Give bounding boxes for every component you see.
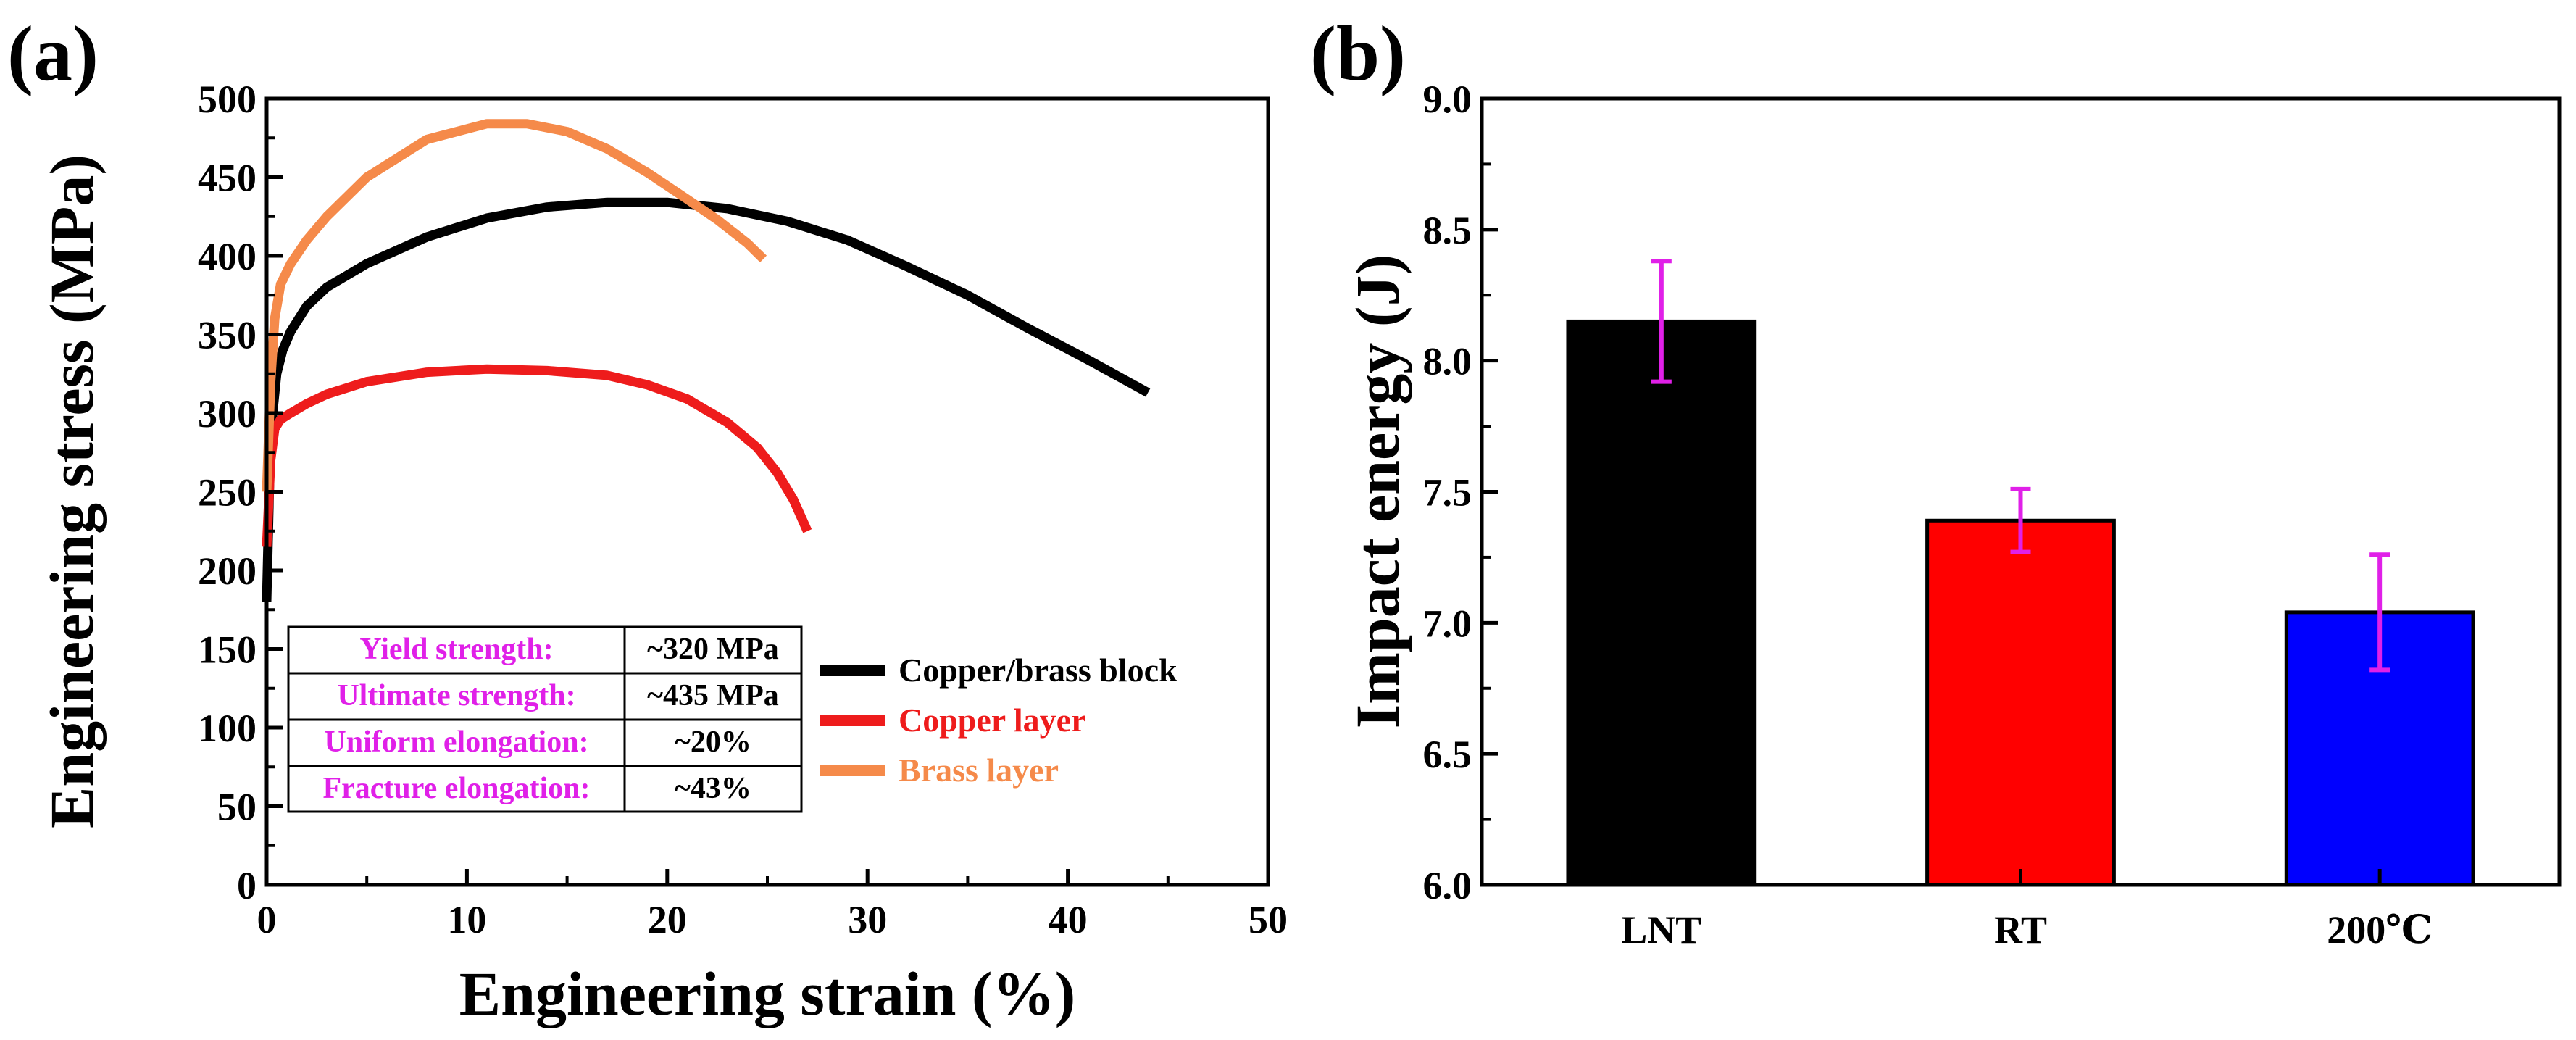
y-tick-label: 300 xyxy=(198,392,257,436)
panel-b-label: (b) xyxy=(1310,11,1406,97)
panel-a-x-axis-label: Engineering strain (%) xyxy=(459,959,1075,1028)
y-tick-label: 9.0 xyxy=(1423,78,1472,121)
curve-copper-brass-block xyxy=(262,197,1151,602)
panel-a-legend: Copper/brass block Copper layer Brass la… xyxy=(820,652,1177,789)
x-tick-label: 30 xyxy=(848,898,887,941)
panel-b-y-ticks: 6.0 6.5 7.0 7.5 8.0 8.5 9.0 xyxy=(1423,78,1498,907)
legend-label-block: Copper/brass block xyxy=(899,652,1177,689)
panel-a-x-ticks: 0 10 20 30 40 50 xyxy=(257,869,1288,941)
panel-b-bars xyxy=(1566,319,2475,887)
panel-a: (a) 0 10 20 30 40 50 0 50 100 150 200 250 300 350 400… xyxy=(7,11,1288,1028)
curve-copper-layer xyxy=(262,364,812,547)
y-tick-label: 200 xyxy=(198,549,257,593)
y-tick-label: 400 xyxy=(198,235,257,278)
uniform-elongation-value: ~20% xyxy=(675,725,751,759)
yield-strength-label: Yield strength: xyxy=(359,633,553,666)
panel-b-error-bars xyxy=(1651,259,2390,673)
fracture-elongation-label: Fracture elongation: xyxy=(323,772,591,805)
panel-a-y-axis-label: Engineering stress (MPa) xyxy=(37,154,107,828)
ultimate-strength-label: Ultimate strength: xyxy=(337,679,575,712)
fracture-elongation-value: ~43% xyxy=(675,772,751,805)
ultimate-strength-value: ~435 MPa xyxy=(647,679,779,712)
category-label-lnt: LNT xyxy=(1621,908,1701,952)
x-tick-label: 0 xyxy=(257,898,277,941)
y-tick-label: 150 xyxy=(198,628,257,672)
y-tick-label: 7.5 xyxy=(1423,471,1472,515)
bar-lnt xyxy=(1566,319,1757,887)
panel-b-category-labels: LNT RT 200℃ xyxy=(1621,869,2433,952)
panel-b-y-axis-label: Impact energy (J) xyxy=(1343,254,1412,728)
yield-strength-value: ~320 MPa xyxy=(647,633,779,666)
y-tick-label: 6.0 xyxy=(1423,864,1472,907)
panel-a-label: (a) xyxy=(7,11,99,97)
category-label-rt: RT xyxy=(1994,908,2047,952)
y-tick-label: 450 xyxy=(198,157,257,200)
y-tick-label: 8.0 xyxy=(1423,340,1472,383)
panel-a-curves xyxy=(262,119,1151,602)
y-tick-label: 100 xyxy=(198,707,257,750)
x-tick-label: 40 xyxy=(1049,898,1088,941)
y-tick-label: 250 xyxy=(198,471,257,515)
y-tick-label: 50 xyxy=(217,786,257,829)
category-label-200: 200℃ xyxy=(2327,908,2433,952)
panel-b: (b) 6.0 6.5 7.0 7.5 8.0 8.5 9.0 LNT RT 200℃ Impa… xyxy=(1310,11,2562,952)
panel-a-y-ticks: 0 50 100 150 200 250 300 350 400 450 500 xyxy=(198,78,283,907)
legend-label-copper: Copper layer xyxy=(899,702,1086,739)
y-tick-label: 0 xyxy=(237,864,257,907)
y-tick-label: 7.0 xyxy=(1423,602,1472,645)
uniform-elongation-label: Uniform elongation: xyxy=(324,725,588,759)
properties-table: Yield strength: ~320 MPa Ultimate streng… xyxy=(287,625,803,813)
x-tick-label: 10 xyxy=(447,898,486,941)
y-tick-label: 350 xyxy=(198,314,257,357)
curve-brass-layer xyxy=(262,119,767,492)
x-tick-label: 50 xyxy=(1249,898,1288,941)
bar-rt xyxy=(1925,518,2116,887)
y-tick-label: 500 xyxy=(198,78,257,121)
y-tick-label: 8.5 xyxy=(1423,209,1472,252)
y-tick-label: 6.5 xyxy=(1423,733,1472,776)
x-tick-label: 20 xyxy=(648,898,687,941)
legend-label-brass: Brass layer xyxy=(899,752,1059,789)
